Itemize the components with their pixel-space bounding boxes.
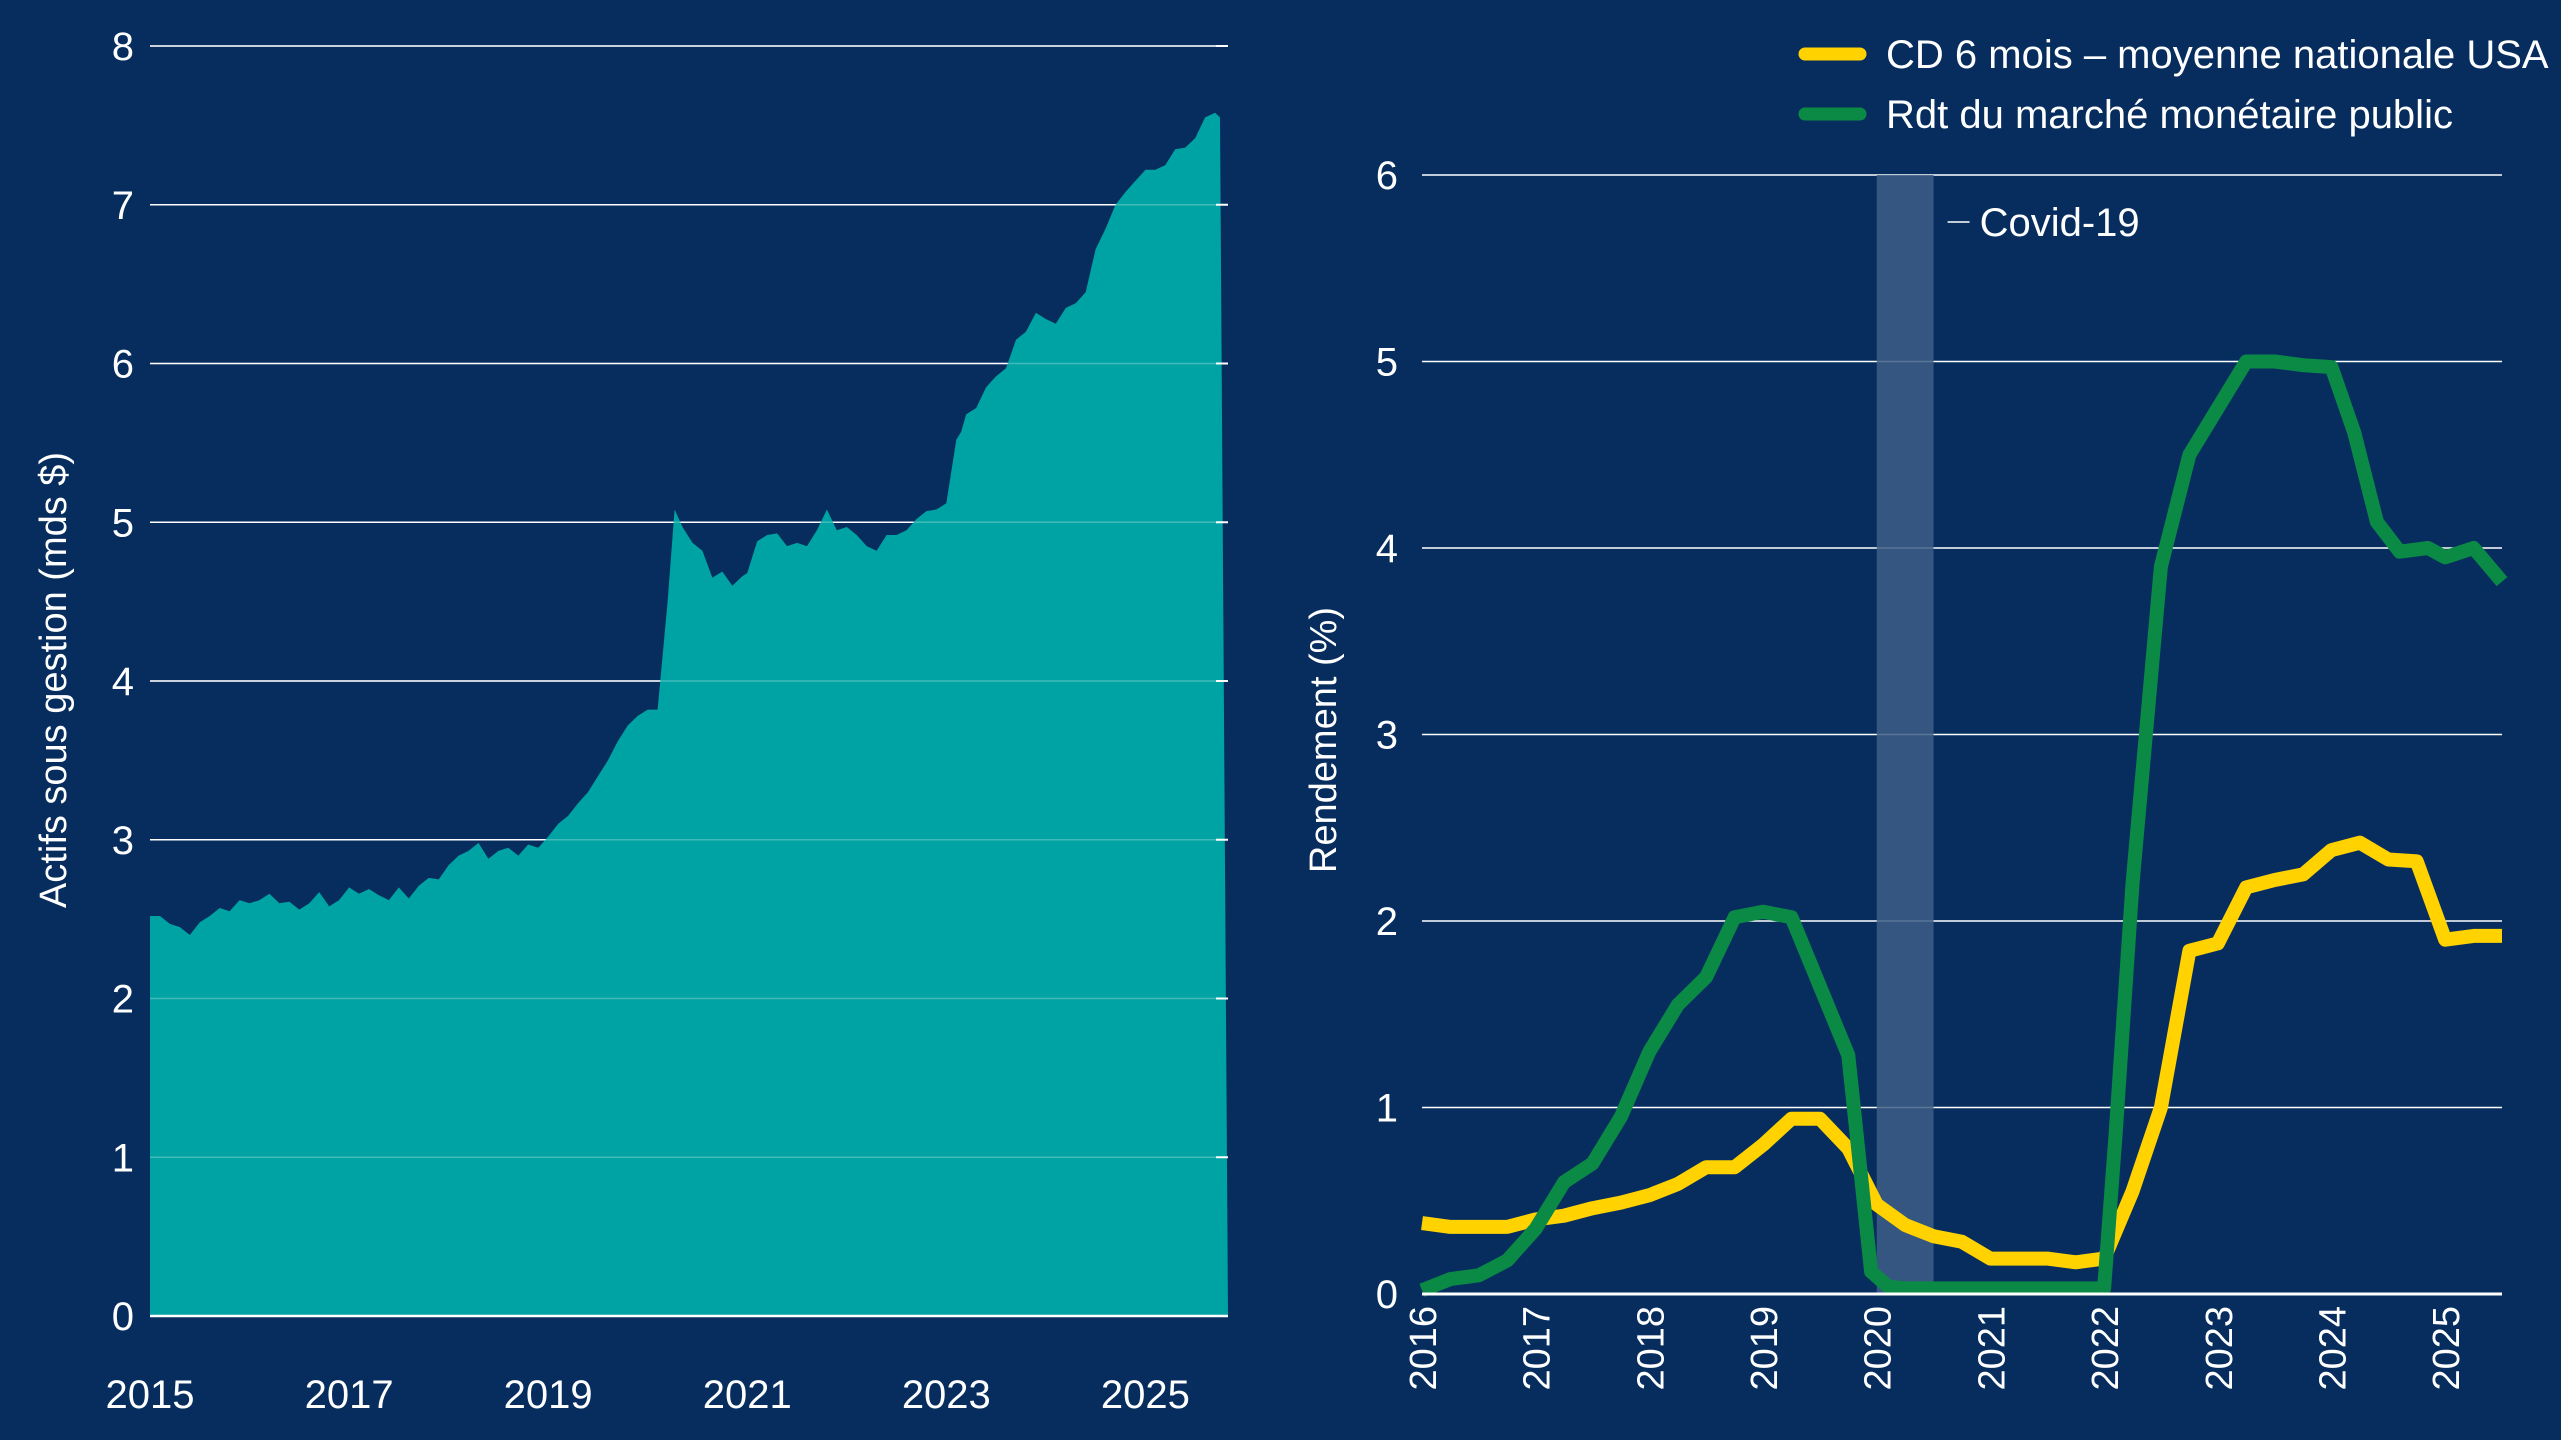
aum-right-tick-marks — [1216, 45, 1228, 1159]
aum-y-tick-label: 8 — [112, 25, 134, 69]
aum-y-tick-label: 4 — [112, 660, 134, 704]
yield-x-tick-label: 2019 — [1744, 1306, 1786, 1391]
money-market-series-line — [1419, 354, 2508, 1297]
yield-y-tick-label: 2 — [1376, 900, 1398, 944]
aum-y-tick-label: 7 — [112, 184, 134, 228]
aum-y-tick-label: 5 — [112, 501, 134, 545]
cd-series-line — [1421, 835, 2502, 1270]
legend-label-money-market: Rdt du marché monétaire public — [1886, 93, 2453, 137]
aum-x-tick-labels: 2015 2017 2019 2021 2023 2025 — [106, 1373, 1190, 1417]
yield-x-tick-label: 2025 — [2426, 1306, 2468, 1391]
aum-y-axis-label: Actifs sous gestion (mds $) — [33, 452, 75, 908]
yield-y-axis-label: Rendement (%) — [1303, 607, 1345, 873]
yield-x-tick-label: 2023 — [2199, 1306, 2241, 1391]
yield-y-tick-label: 1 — [1376, 1087, 1398, 1131]
yield-series-lines — [1419, 354, 2508, 1297]
yield-x-tick-label: 2016 — [1403, 1306, 1445, 1391]
yield-x-tick-labels: 2016 2017 2018 2019 2020 2021 2022 2023 2024 2025 — [1403, 1306, 2468, 1391]
yield-y-tick-label: 3 — [1376, 714, 1398, 758]
aum-y-tick-label: 1 — [112, 1136, 134, 1180]
yield-y-tick-label: 6 — [1376, 154, 1398, 198]
yield-line-chart: Covid-19 0 1 2 3 4 5 6 2016 2017 2018 2019 2020 202… — [1303, 33, 2549, 1391]
aum-x-tick-label: 2025 — [1101, 1373, 1190, 1417]
yield-x-tick-label: 2018 — [1630, 1306, 1672, 1391]
covid-band — [1876, 175, 1934, 1294]
covid-label: Covid-19 — [1980, 201, 2140, 245]
yield-y-tick-label: 4 — [1376, 527, 1398, 571]
aum-area-chart: 0 1 2 3 4 5 6 7 8 2015 2017 2019 2021 2023 2025 Actif… — [33, 25, 1228, 1417]
yield-x-tick-label: 2021 — [1971, 1306, 2013, 1391]
aum-y-tick-label: 0 — [112, 1295, 134, 1339]
aum-x-tick-label: 2017 — [305, 1373, 394, 1417]
aum-x-tick-label: 2015 — [106, 1373, 195, 1417]
yield-x-tick-label: 2022 — [2085, 1306, 2127, 1391]
aum-x-tick-label: 2021 — [703, 1373, 792, 1417]
aum-y-tick-label: 6 — [112, 343, 134, 387]
aum-y-tick-label: 2 — [112, 978, 134, 1022]
aum-y-tick-labels: 0 1 2 3 4 5 6 7 8 — [112, 25, 134, 1339]
yield-y-tick-labels: 0 1 2 3 4 5 6 — [1376, 154, 1398, 1317]
aum-area-series — [150, 112, 1228, 1317]
aum-x-tick-label: 2019 — [504, 1373, 593, 1417]
legend: CD 6 mois – moyenne nationale USA Rdt du… — [1798, 33, 2549, 137]
yield-x-tick-label: 2024 — [2312, 1306, 2354, 1391]
legend-label-cd: CD 6 mois – moyenne nationale USA — [1886, 33, 2549, 77]
yield-x-tick-label: 2020 — [1858, 1306, 1900, 1391]
yield-x-tick-label: 2017 — [1517, 1306, 1559, 1391]
aum-y-tick-label: 3 — [112, 819, 134, 863]
yield-y-tick-label: 5 — [1376, 341, 1398, 385]
yield-y-tick-label: 0 — [1376, 1273, 1398, 1317]
aum-x-tick-label: 2023 — [902, 1373, 991, 1417]
